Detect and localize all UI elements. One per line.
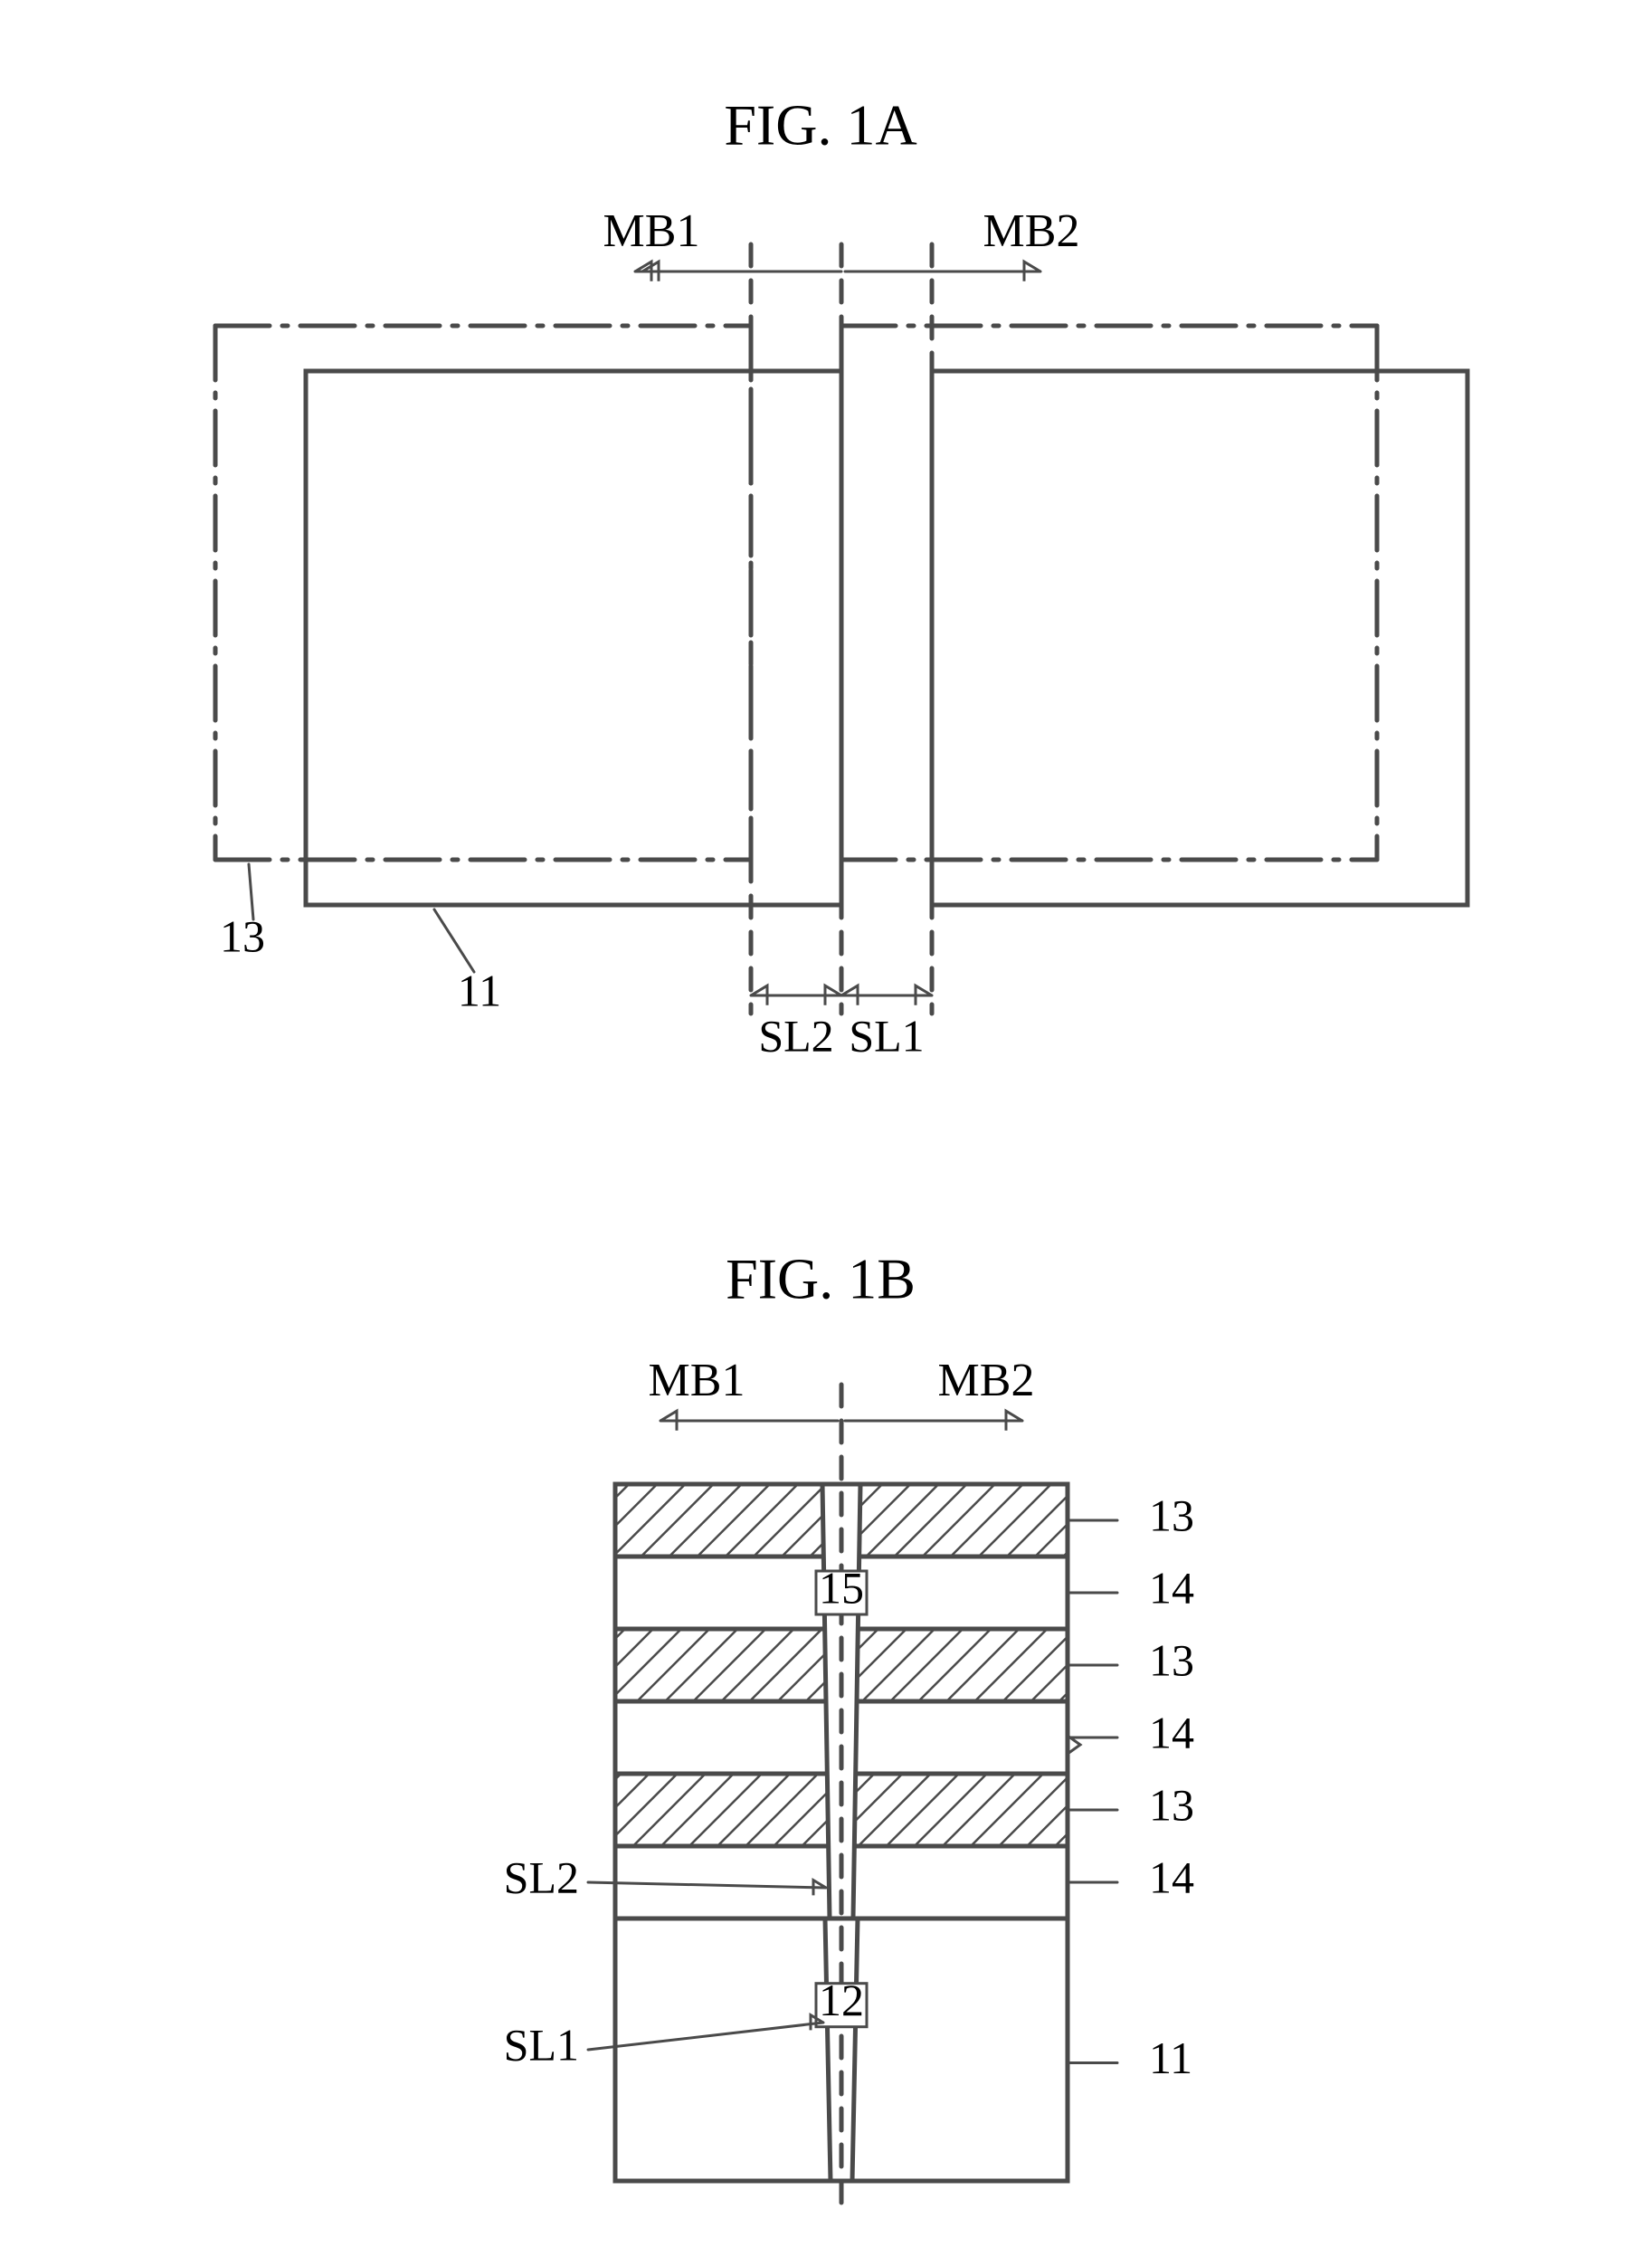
leader-11-text: 11: [458, 965, 501, 1015]
right-label-13: 13: [1149, 1634, 1194, 1685]
fig-1b-title: FIG. 1B: [726, 1247, 916, 1311]
sl2-label: SL2: [758, 1010, 833, 1061]
fig-1a-title: FIG. 1A: [724, 93, 916, 157]
right-label-13: 13: [1149, 1779, 1194, 1830]
right-label-14: 14: [1149, 1707, 1194, 1757]
right-label-11: 11: [1149, 2033, 1192, 2083]
right-label-13: 13: [1149, 1490, 1194, 1540]
leader-11-line: [434, 909, 474, 972]
label-12: 12: [819, 1975, 864, 2025]
label-15: 15: [819, 1562, 864, 1613]
fig1b-sl2-label: SL2: [504, 1852, 579, 1902]
fig1b-sl1-leader: [588, 2023, 823, 2050]
fig1b-mb2-label: MB2: [938, 1355, 1035, 1406]
mb1-label: MB1: [603, 205, 700, 257]
sl1-label: SL1: [849, 1010, 924, 1061]
fig1a-solid-left: [306, 371, 841, 905]
leader-13-text: 13: [220, 910, 265, 961]
fig1b-sl1-label: SL1: [504, 2019, 579, 2070]
fig1a-solid-right: [932, 371, 1467, 905]
mb2-label: MB2: [983, 205, 1080, 257]
fig1b-sl2-leader: [588, 1882, 826, 1888]
right-label-14: 14: [1149, 1852, 1194, 1902]
right-label-14: 14: [1149, 1562, 1194, 1613]
fig1b-mb1-label: MB1: [649, 1355, 745, 1406]
